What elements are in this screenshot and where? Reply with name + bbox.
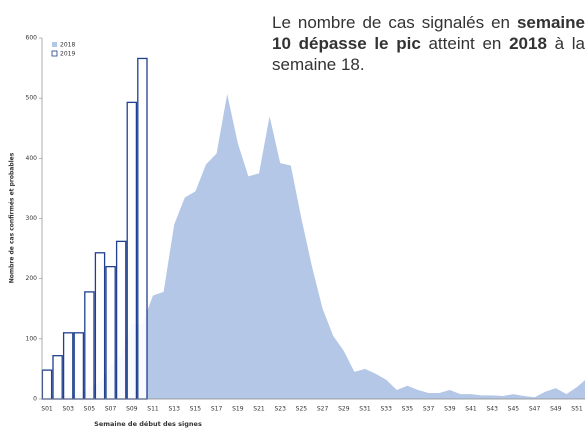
x-tick-label: S25: [296, 406, 308, 413]
x-tick-label: S47: [529, 406, 541, 413]
x-axis-title: Semaine de début des signes: [94, 420, 202, 428]
x-tick-label: S31: [359, 406, 371, 413]
annotation-text: 2018: [509, 34, 547, 53]
y-axis-title: Nombre de cas confirmés et probables: [9, 152, 16, 283]
bar-2019: [115, 240, 127, 400]
x-tick-label: S45: [508, 406, 520, 413]
annotation-text: atteint en: [420, 34, 510, 53]
x-tick-label: S01: [41, 406, 53, 413]
bar-2019: [41, 369, 53, 400]
area-2018: [47, 93, 585, 399]
x-tick-label: S43: [486, 406, 498, 413]
bar-2019: [73, 332, 85, 400]
annotation-text: semaine 10 dépasse le pic: [272, 13, 585, 53]
bar-2019: [126, 101, 138, 400]
bar-2019: [94, 252, 106, 400]
x-tick-label: S39: [444, 406, 456, 413]
x-tick-label: S15: [190, 406, 202, 413]
x-tick-label: S37: [423, 406, 435, 413]
annotation-text: Le nombre de cas signalés en: [272, 13, 517, 32]
x-tick-label: S51: [571, 406, 583, 413]
x-tick-label: S07: [105, 406, 117, 413]
bar-2019: [105, 265, 116, 400]
bar-2019: [52, 355, 63, 400]
x-tick-label: S35: [402, 406, 414, 413]
bar-2019: [137, 57, 148, 400]
x-tick-label: S27: [317, 406, 329, 413]
y-tick-label: 600: [26, 35, 38, 42]
legend-label: 2019: [60, 51, 75, 58]
x-tick-label: S11: [147, 406, 159, 413]
y-tick-label: 100: [26, 335, 38, 342]
x-tick-label: S03: [62, 406, 74, 413]
x-tick-label: S29: [338, 406, 350, 413]
bar-2019: [62, 332, 74, 400]
x-tick-label: S21: [253, 406, 265, 413]
x-tick-label: S17: [211, 406, 223, 413]
x-tick-label: S05: [84, 406, 96, 413]
annotation-text: à la semaine 18.: [272, 34, 585, 74]
x-tick-label: S23: [274, 406, 286, 413]
x-tick-label: S33: [380, 406, 392, 413]
annotation: Le nombre de cas signalés en semaine 10 …: [272, 12, 585, 75]
y-tick-label: 500: [26, 95, 38, 102]
y-tick-label: 300: [26, 215, 38, 222]
x-tick-label: S49: [550, 406, 562, 413]
y-tick-label: 400: [26, 155, 38, 162]
legend-label: 2018: [60, 42, 75, 49]
x-tick-label: S19: [232, 406, 244, 413]
x-tick-label: S13: [168, 406, 180, 413]
y-tick-label: 200: [26, 275, 38, 282]
x-tick-label: S09: [126, 406, 138, 413]
legend-swatch: [52, 42, 57, 47]
y-tick-label: 0: [33, 396, 37, 403]
bar-2019: [84, 291, 95, 400]
x-tick-label: S41: [465, 406, 477, 413]
legend-swatch: [51, 50, 58, 57]
